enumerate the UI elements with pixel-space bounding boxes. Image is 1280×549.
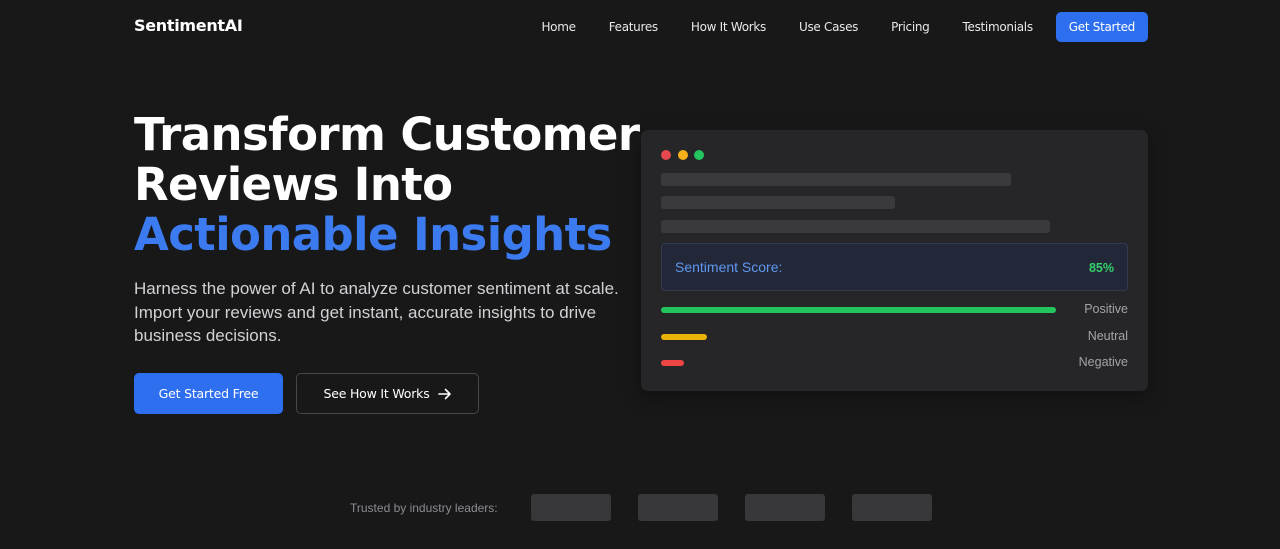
positive-label: Positive — [1084, 302, 1128, 316]
nav-link-use-cases[interactable]: Use Cases — [798, 20, 859, 34]
sentiment-bar-negative: Negative — [661, 355, 1128, 370]
partner-logo-placeholder — [638, 494, 718, 521]
sentiment-preview-card: Sentiment Score: 85% Positive Neutral Ne… — [641, 130, 1148, 391]
partner-logo-placeholder — [852, 494, 932, 521]
see-how-it-works-button[interactable]: See How It Works — [296, 373, 479, 414]
hero-subtitle: Harness the power of AI to analyze custo… — [134, 279, 619, 345]
nav-link-home[interactable]: Home — [541, 20, 576, 34]
sentiment-bar-positive: Positive — [661, 302, 1128, 317]
trusted-by-label: Trusted by industry leaders: — [350, 501, 498, 515]
sentiment-bar-neutral: Neutral — [661, 329, 1128, 344]
positive-bar-fill — [661, 307, 1056, 313]
neutral-bar-fill — [661, 334, 707, 340]
skeleton-line — [661, 220, 1050, 233]
get-started-button[interactable]: Get Started — [1055, 12, 1148, 42]
hero-title: Transform Customer Reviews Into Actionab… — [134, 110, 654, 260]
nav-link-how-it-works[interactable]: How It Works — [690, 20, 766, 34]
window-dot-red — [661, 150, 671, 160]
sentiment-score-value: 85% — [1088, 261, 1114, 275]
sentiment-score-label: Sentiment Score: — [675, 259, 783, 275]
hero-title-accent: Actionable Insights — [134, 208, 612, 261]
nav-links: Home Features How It Works Use Cases Pri… — [541, 12, 1148, 42]
hero-title-line-1: Transform Customer — [134, 108, 640, 161]
get-started-free-button[interactable]: Get Started Free — [134, 373, 283, 414]
partner-logo-placeholder — [745, 494, 825, 521]
skeleton-line — [661, 196, 895, 209]
skeleton-line — [661, 173, 1011, 186]
hero-title-line-2: Reviews Into — [134, 158, 453, 211]
negative-bar-fill — [661, 360, 684, 366]
partner-logo-placeholder — [531, 494, 611, 521]
top-nav: SentimentAI Home Features How It Works U… — [0, 0, 1280, 55]
negative-label: Negative — [1078, 355, 1128, 369]
nav-link-features[interactable]: Features — [608, 20, 659, 34]
see-how-it-works-label: See How It Works — [323, 386, 430, 401]
sentiment-score-box: Sentiment Score: 85% — [661, 243, 1128, 291]
nav-link-testimonials[interactable]: Testimonials — [962, 20, 1034, 34]
nav-link-pricing[interactable]: Pricing — [891, 20, 930, 34]
neutral-label: Neutral — [1087, 329, 1128, 343]
window-dot-yellow — [678, 150, 688, 160]
arrow-right-icon — [437, 388, 451, 399]
window-dot-green — [694, 150, 704, 160]
brand-logo[interactable]: SentimentAI — [134, 16, 243, 35]
